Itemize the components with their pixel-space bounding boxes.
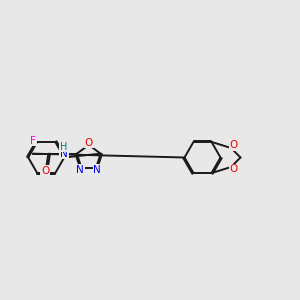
- Text: N: N: [60, 148, 68, 159]
- Text: O: O: [230, 164, 238, 175]
- Text: O: O: [41, 166, 50, 176]
- Text: N: N: [76, 165, 84, 175]
- Text: O: O: [85, 137, 93, 148]
- Text: H: H: [60, 142, 68, 152]
- Text: N: N: [94, 165, 101, 175]
- Text: O: O: [230, 140, 238, 151]
- Text: F: F: [30, 136, 36, 146]
